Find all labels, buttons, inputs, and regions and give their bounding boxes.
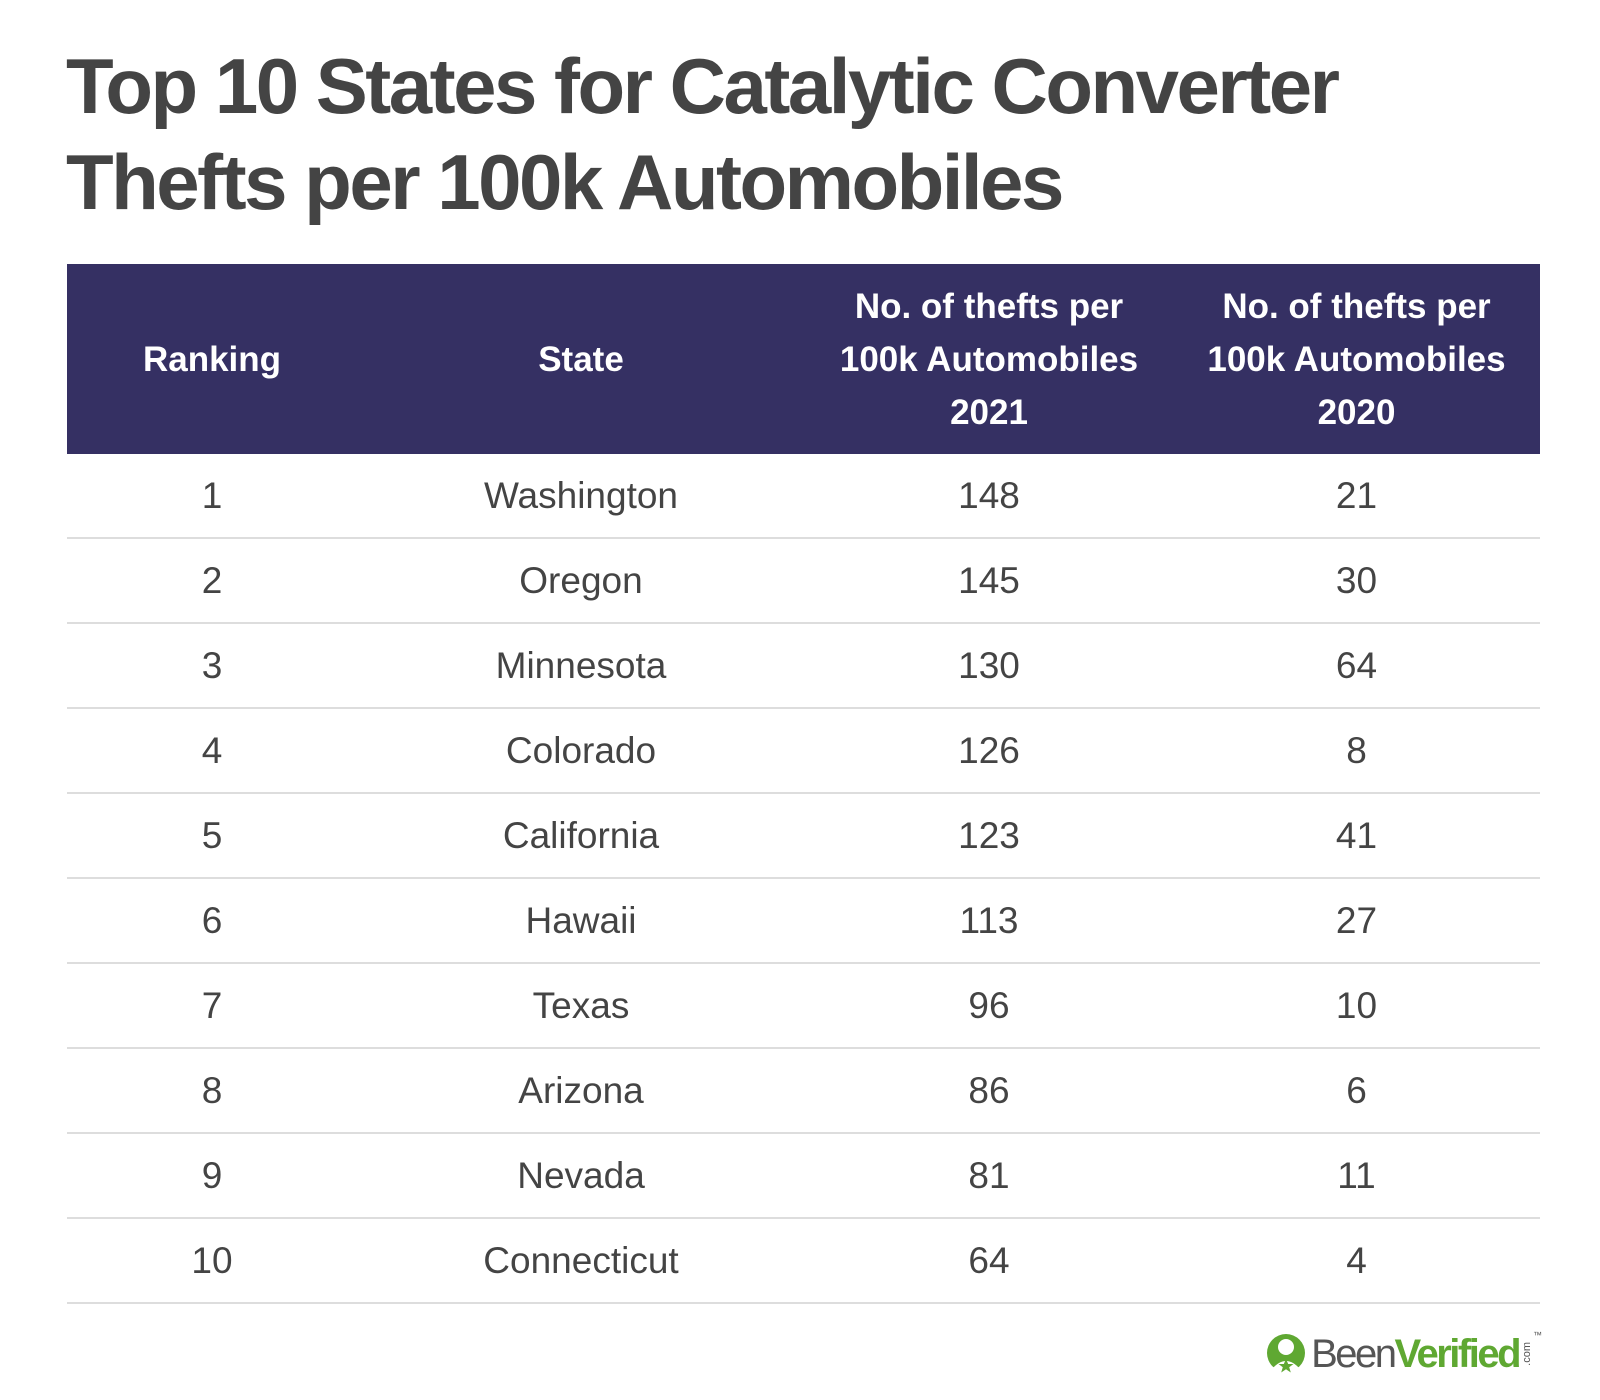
header-ranking: Ranking xyxy=(67,264,357,454)
thefts-2020-cell: 10 xyxy=(1173,963,1540,1049)
thefts-2021-cell: 123 xyxy=(805,793,1173,879)
table-row: 5 California 123 41 xyxy=(67,793,1540,879)
chart-title: Top 10 States for Catalytic Converter Th… xyxy=(66,38,1466,230)
header-state: State xyxy=(357,264,805,454)
state-cell: Oregon xyxy=(357,538,805,624)
beenverified-logo: BeenVerified .com ™ xyxy=(1265,1328,1542,1380)
table-header: Ranking State No. of thefts per 100k Automo… xyxy=(67,264,1540,454)
thefts-2020-cell: 41 xyxy=(1173,793,1540,879)
thefts-2020-cell: 30 xyxy=(1173,538,1540,624)
thefts-2021-cell: 86 xyxy=(805,1048,1173,1134)
thefts-2020-cell: 11 xyxy=(1173,1133,1540,1219)
ranking-cell: 4 xyxy=(67,708,357,794)
thefts-2020-cell: 21 xyxy=(1173,454,1540,539)
state-cell: California xyxy=(357,793,805,879)
header-line: No. of thefts per xyxy=(1222,286,1491,326)
header-line: No. of thefts per xyxy=(854,286,1124,326)
ranking-cell: 6 xyxy=(67,878,357,964)
data-table: Ranking State No. of thefts per 100k Automo… xyxy=(67,264,1540,1304)
thefts-2021-cell: 64 xyxy=(805,1218,1173,1304)
thefts-2020-cell: 64 xyxy=(1173,623,1540,709)
header-line: 2021 xyxy=(950,392,1028,432)
thefts-2021-cell: 113 xyxy=(805,878,1173,964)
thefts-2021-cell: 148 xyxy=(805,454,1173,539)
table-row: 1 Washington 148 21 xyxy=(67,454,1540,539)
person-star-icon xyxy=(1267,1334,1306,1373)
table-row: 7 Texas 96 10 xyxy=(67,963,1540,1049)
thefts-2021-cell: 145 xyxy=(805,538,1173,624)
table-body: 1 Washington 148 21 2 Oregon 145 30 3 Minnesota 13… xyxy=(67,454,1540,1304)
thefts-2021-cell: 96 xyxy=(805,963,1173,1049)
state-cell: Hawaii xyxy=(357,878,805,964)
thefts-2020-cell: 4 xyxy=(1173,1218,1540,1304)
thefts-2021-cell: 130 xyxy=(805,623,1173,709)
chart-title-line-2: Thefts per 100k Automobiles xyxy=(66,138,1064,226)
state-cell: Texas xyxy=(357,963,805,1049)
header-line: State xyxy=(538,339,624,379)
table-header-row: Ranking State No. of thefts per 100k Automo… xyxy=(67,264,1540,454)
logo-been-text: Been xyxy=(1311,1332,1397,1376)
chart-title-line-1: Top 10 States for Catalytic Converter xyxy=(66,42,1340,130)
table-row: 2 Oregon 145 30 xyxy=(67,538,1540,624)
thefts-2021-cell: 126 xyxy=(805,708,1173,794)
header-line: Ranking xyxy=(142,339,282,379)
ranking-cell: 10 xyxy=(67,1218,357,1304)
state-cell: Washington xyxy=(357,454,805,539)
header-line: 100k Automobiles xyxy=(1207,339,1506,379)
table-row: 3 Minnesota 130 64 xyxy=(67,623,1540,709)
logo-verified-text: Verified xyxy=(1394,1332,1521,1376)
header-thefts-2021: No. of thefts per 100k Automobiles 2021 xyxy=(805,264,1173,454)
ranking-cell: 9 xyxy=(67,1133,357,1219)
ranking-cell: 8 xyxy=(67,1048,357,1134)
ranking-cell: 5 xyxy=(67,793,357,879)
ranking-cell: 2 xyxy=(67,538,357,624)
ranking-cell: 1 xyxy=(67,454,357,539)
data-table-container: Ranking State No. of thefts per 100k Automo… xyxy=(67,264,1540,1304)
thefts-2020-cell: 6 xyxy=(1173,1048,1540,1134)
state-cell: Arizona xyxy=(357,1048,805,1134)
logo-wordmark: BeenVerified xyxy=(1311,1331,1521,1377)
state-cell: Nevada xyxy=(357,1133,805,1219)
table-row: 8 Arizona 86 6 xyxy=(67,1048,1540,1134)
logo-trademark: ™ xyxy=(1533,1330,1542,1340)
header-line: 100k Automobiles xyxy=(839,339,1139,379)
state-cell: Colorado xyxy=(357,708,805,794)
state-cell: Minnesota xyxy=(357,623,805,709)
thefts-2021-cell: 81 xyxy=(805,1133,1173,1219)
table-row: 10 Connecticut 64 4 xyxy=(67,1218,1540,1304)
table-row: 6 Hawaii 113 27 xyxy=(67,878,1540,964)
logo-com-text: .com xyxy=(1521,1342,1533,1366)
thefts-2020-cell: 27 xyxy=(1173,878,1540,964)
thefts-2020-cell: 8 xyxy=(1173,708,1540,794)
header-line: 2020 xyxy=(1317,392,1396,432)
state-cell: Connecticut xyxy=(357,1218,805,1304)
ranking-cell: 3 xyxy=(67,623,357,709)
table-row: 4 Colorado 126 8 xyxy=(67,708,1540,794)
table-row: 9 Nevada 81 11 xyxy=(67,1133,1540,1219)
header-thefts-2020: No. of thefts per 100k Automobiles 2020 xyxy=(1173,264,1540,454)
ranking-cell: 7 xyxy=(67,963,357,1049)
